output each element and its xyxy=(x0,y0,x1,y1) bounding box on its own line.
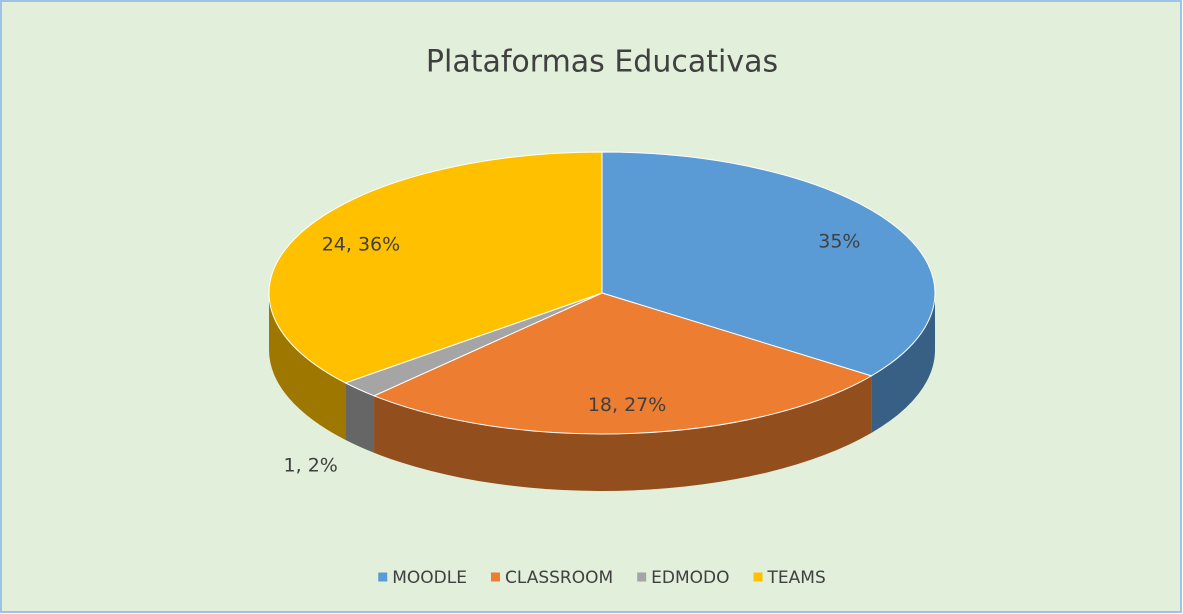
legend-swatch xyxy=(490,572,500,582)
slice xyxy=(601,151,936,377)
data-label: 1, 2% xyxy=(284,454,338,476)
data-label: 24, 36% xyxy=(322,233,401,255)
slice-side xyxy=(345,382,375,453)
legend-swatch xyxy=(753,572,763,582)
legend-label: MOODLE xyxy=(392,568,467,588)
slice xyxy=(268,151,603,384)
data-label: 18, 27% xyxy=(588,394,667,416)
slice-side xyxy=(374,375,872,491)
chart-title: Plataformas Educativas xyxy=(426,45,778,80)
legend-swatch xyxy=(637,572,647,582)
legend-label: EDMODO xyxy=(651,568,729,588)
slice-side xyxy=(871,293,935,433)
legend-swatch xyxy=(378,572,388,582)
legend: MOODLE CLASSROOM EDMODO TEAMS xyxy=(378,568,826,588)
legend-label: TEAMS xyxy=(767,568,826,588)
legend-label: CLASSROOM xyxy=(505,568,613,588)
slice xyxy=(372,292,873,435)
slice-side xyxy=(269,293,346,440)
data-label: 35% xyxy=(818,230,860,252)
